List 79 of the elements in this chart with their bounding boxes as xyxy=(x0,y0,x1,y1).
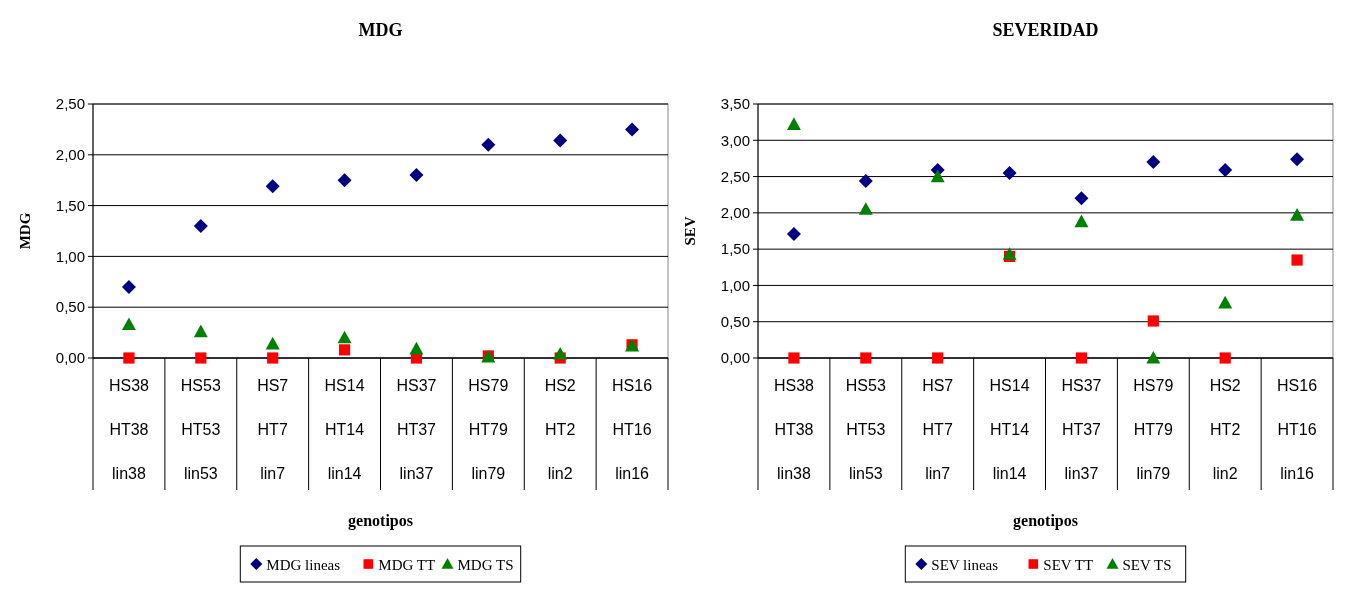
y-tick-label: 0,50 xyxy=(55,298,85,316)
point xyxy=(786,226,801,241)
point xyxy=(267,352,279,364)
point xyxy=(1218,163,1233,178)
y-tick-label: 1,50 xyxy=(720,240,750,258)
point xyxy=(337,173,352,188)
point xyxy=(193,218,208,233)
legend-label: MDG TS xyxy=(457,557,514,573)
point xyxy=(1290,152,1305,167)
chart-title: MDG xyxy=(358,20,403,40)
legend-label: SEV TT xyxy=(1043,557,1094,573)
y-axis-title: MDG xyxy=(17,212,33,250)
point xyxy=(193,324,208,338)
y-tick-label: 2,00 xyxy=(55,146,85,164)
point xyxy=(625,122,640,137)
point xyxy=(1147,315,1159,327)
point xyxy=(338,344,351,356)
category-label: HS53 HT53 lin53 xyxy=(845,377,886,482)
category-label: HS38 HT38 lin38 xyxy=(108,377,149,482)
point xyxy=(1146,155,1161,170)
point xyxy=(195,352,207,364)
y-axis-title: SEV xyxy=(682,216,698,246)
point xyxy=(1075,352,1088,364)
point xyxy=(553,346,568,360)
category-label: HS7 HT7 lin7 xyxy=(257,377,289,482)
chart-title: SEVERIDAD xyxy=(992,20,1099,40)
y-tick-label: 2,50 xyxy=(720,167,750,185)
point xyxy=(337,330,352,344)
y-tick-label: 1,00 xyxy=(720,276,750,294)
y-tick-label: 0,50 xyxy=(720,312,750,330)
y-tick-label: 2,00 xyxy=(720,204,750,222)
legend-label: SEV TS xyxy=(1122,557,1172,573)
point xyxy=(481,137,496,152)
y-tick-label: 0,00 xyxy=(720,349,750,367)
y-tick-label: 1,50 xyxy=(55,196,85,214)
y-tick-label: 2,50 xyxy=(55,95,85,113)
category-label: HS53 HT53 lin53 xyxy=(180,377,221,482)
point xyxy=(858,173,873,188)
category-label: HS79 HT79 lin79 xyxy=(1133,377,1174,482)
x-axis-title: genotipos xyxy=(1013,512,1078,530)
point xyxy=(409,168,424,183)
legend-label: MDG TT xyxy=(378,557,436,573)
y-tick-label: 3,00 xyxy=(720,131,750,149)
point xyxy=(1218,295,1233,309)
y-tick-label: 1,00 xyxy=(55,247,85,265)
category-label: HS79 HT79 lin79 xyxy=(468,377,509,482)
point xyxy=(265,336,280,350)
point xyxy=(1074,214,1089,228)
point xyxy=(123,352,135,364)
point xyxy=(553,133,568,148)
y-tick-label: 0,00 xyxy=(55,349,85,367)
category-label: HS16 HT16 lin16 xyxy=(1277,377,1318,482)
point xyxy=(788,352,800,364)
category-label: HS37 HT37 lin37 xyxy=(1061,377,1102,482)
legend-label: MDG lineas xyxy=(266,557,341,573)
point xyxy=(932,352,944,364)
point xyxy=(786,117,801,130)
point xyxy=(1291,254,1303,266)
category-label: HS37 HT37 lin37 xyxy=(396,377,437,482)
point xyxy=(1219,352,1231,364)
category-label: HS38 HT38 lin38 xyxy=(773,377,814,482)
category-label: HS7 HT7 lin7 xyxy=(922,377,954,482)
category-label: HS2 HT2 lin2 xyxy=(1209,377,1241,482)
x-axis-title: genotipos xyxy=(348,512,413,530)
category-label: HS2 HT2 lin2 xyxy=(544,377,576,482)
point xyxy=(1290,208,1305,221)
point xyxy=(1074,191,1089,206)
point xyxy=(121,317,136,331)
point xyxy=(858,202,873,215)
category-label: HS16 HT16 lin16 xyxy=(612,377,653,482)
point xyxy=(1146,351,1161,364)
y-tick-label: 3,50 xyxy=(720,95,750,113)
point xyxy=(860,352,872,364)
point xyxy=(265,179,280,194)
point xyxy=(930,169,945,183)
point xyxy=(121,279,136,294)
point xyxy=(1002,165,1017,180)
point xyxy=(409,341,424,355)
legend-label: SEV lineas xyxy=(931,557,999,573)
